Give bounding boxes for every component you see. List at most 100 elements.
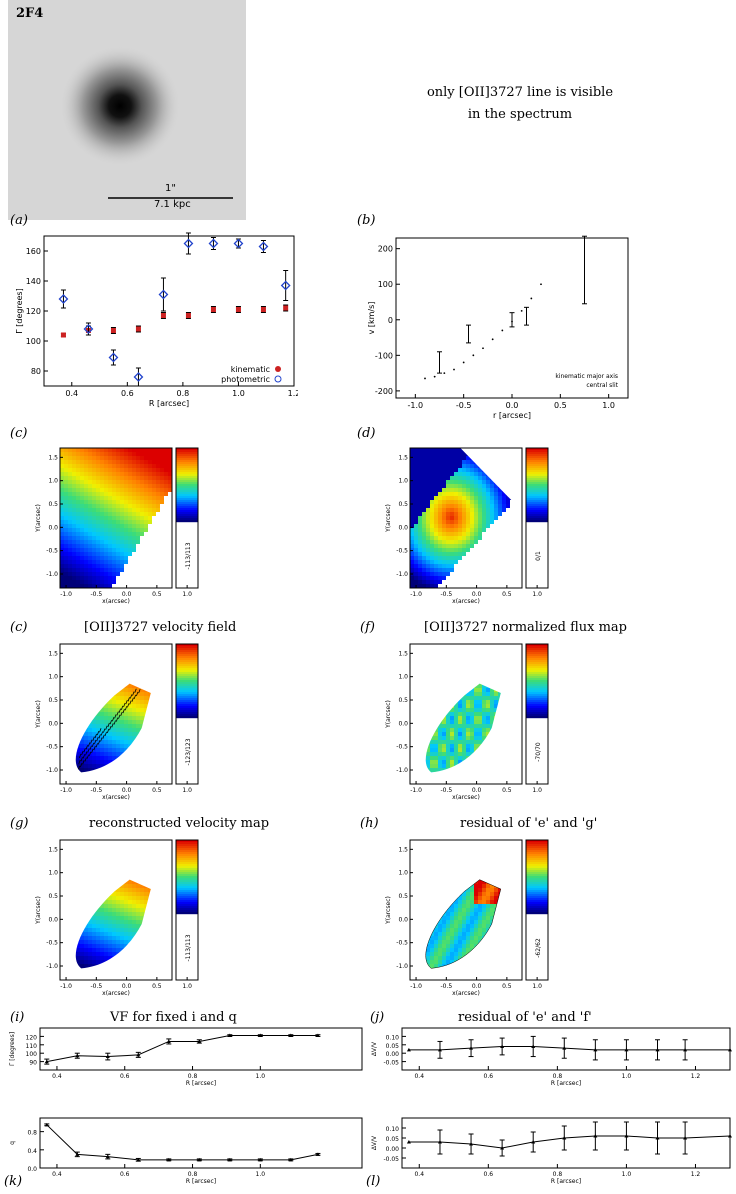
velocity-vector <box>136 691 139 697</box>
map-cell <box>60 560 64 564</box>
map-cell <box>438 572 442 576</box>
map-cell <box>108 904 112 908</box>
map-cell <box>502 504 506 508</box>
velocity-model-map: -1.0 -0.5 0.0 0.5 1.01.51.00.50.0-0.5-1.0x(a… <box>35 447 199 605</box>
map-cell <box>116 888 120 892</box>
map-cell <box>132 452 136 456</box>
map-cell <box>124 528 128 532</box>
map-cell <box>132 524 136 528</box>
colorbar-cell <box>176 498 198 501</box>
map-cell <box>434 460 438 464</box>
map-cell <box>462 744 466 748</box>
velocity-vector <box>125 700 128 705</box>
y-axis-label: Y(arcsec) <box>35 700 42 729</box>
map-cell <box>120 520 124 524</box>
map-cell <box>486 572 490 576</box>
map-cell <box>92 940 96 944</box>
map-cell <box>438 568 442 572</box>
y-tick-label: -100 <box>375 351 393 360</box>
map-cell <box>518 516 522 520</box>
map-cell <box>426 748 430 752</box>
map-cell <box>494 548 498 552</box>
velocity-vector <box>78 753 82 759</box>
map-cell <box>446 528 450 532</box>
map-cell <box>510 528 514 532</box>
map-body <box>410 644 522 784</box>
map-cell <box>76 540 80 544</box>
map-cell <box>116 924 120 928</box>
map-cell <box>92 516 96 520</box>
map-cell <box>160 476 164 480</box>
map-cell <box>438 480 442 484</box>
map-cell <box>474 736 478 740</box>
map-cell <box>482 684 486 688</box>
map-cell <box>144 692 148 696</box>
map-cell <box>510 540 514 544</box>
map-cell <box>72 500 76 504</box>
map-cell <box>414 480 418 484</box>
map-cell <box>450 760 454 764</box>
map-cell <box>96 456 100 460</box>
velocity-vector <box>118 708 121 713</box>
map-cell <box>84 564 88 568</box>
map-cell <box>144 888 148 892</box>
map-cell <box>426 468 430 472</box>
map-cell <box>462 492 466 496</box>
map-cell <box>454 508 458 512</box>
map-cell <box>156 500 160 504</box>
map-cell <box>430 740 434 744</box>
map-cell <box>108 584 112 588</box>
map-cell <box>446 504 450 508</box>
map-cell <box>100 920 104 924</box>
colorbar-cell <box>526 510 548 513</box>
map-cell <box>486 704 490 708</box>
map-cell <box>104 736 108 740</box>
map-cell <box>422 500 426 504</box>
map-cell <box>120 908 124 912</box>
colorbar-cell <box>176 506 198 509</box>
map-cell <box>446 576 450 580</box>
map-cell <box>88 936 92 940</box>
map-cell <box>442 724 446 728</box>
map-cell <box>88 932 92 936</box>
map-cell <box>426 496 430 500</box>
map-cell <box>442 524 446 528</box>
map-cell <box>148 464 152 468</box>
map-cell <box>514 580 518 584</box>
map-cell <box>92 464 96 468</box>
map-cell <box>478 472 482 476</box>
map-cell <box>64 480 68 484</box>
y-axis-label: Y(arcsec) <box>35 504 42 533</box>
map-cell <box>124 524 128 528</box>
colorbar-cell <box>176 668 198 671</box>
velocity-vector <box>85 745 88 750</box>
map-cell <box>498 556 502 560</box>
panel-label-b: (b) <box>357 213 376 228</box>
map-cell <box>108 724 112 728</box>
map-cell <box>442 544 446 548</box>
map-cell <box>116 472 120 476</box>
map-cell <box>132 884 136 888</box>
map-cell <box>108 520 112 524</box>
map-cell <box>470 492 474 496</box>
map-cell <box>462 536 466 540</box>
map-cell <box>426 524 430 528</box>
colorbar-cell <box>526 646 548 649</box>
map-cell <box>490 552 494 556</box>
map-cell <box>458 512 462 516</box>
kinematic-point <box>235 307 241 312</box>
map-cell <box>474 476 478 480</box>
map-cell <box>112 468 116 472</box>
map-cell <box>136 452 140 456</box>
map-cell <box>454 504 458 508</box>
map-cell <box>470 516 474 520</box>
map-cell <box>462 728 466 732</box>
velocity-vector <box>103 728 106 733</box>
map-cell <box>140 456 144 460</box>
map-cell <box>478 584 482 588</box>
colorbar-cell <box>526 488 548 491</box>
colorbar-cell <box>176 516 198 519</box>
map-cell <box>430 496 434 500</box>
map-cell <box>506 532 510 536</box>
map-cell <box>502 580 506 584</box>
